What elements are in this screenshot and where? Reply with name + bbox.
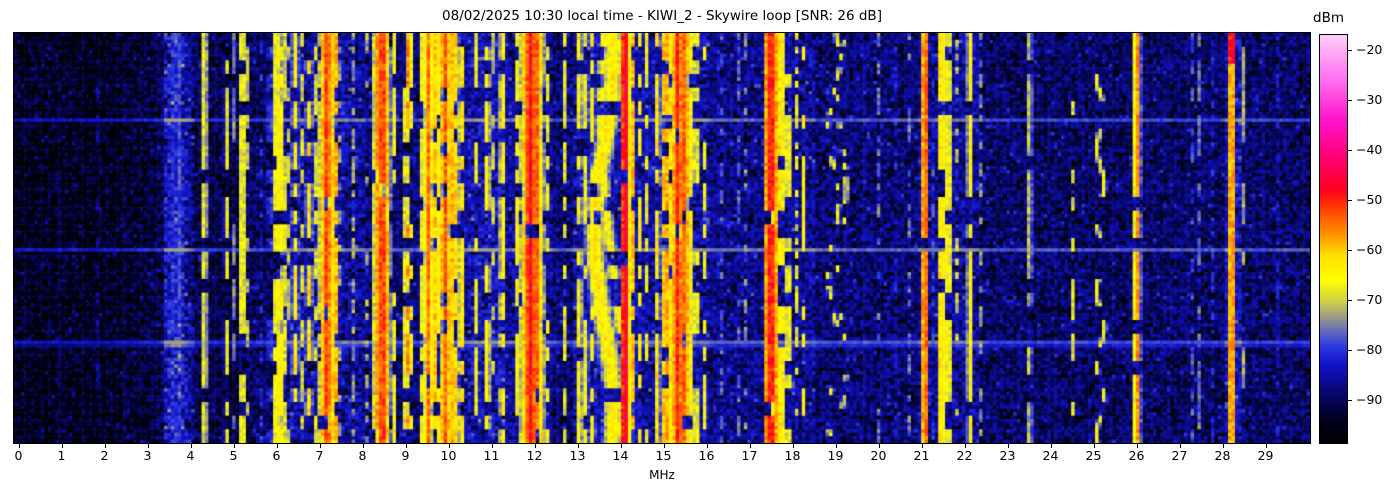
x-axis-tick-label: 15 — [655, 448, 672, 463]
x-axis-tick — [491, 444, 493, 448]
colorbar-tick — [1348, 400, 1352, 401]
x-axis-tick-label: 1 — [57, 448, 66, 463]
x-axis-tick-label: 24 — [1042, 448, 1059, 463]
colorbar-tick — [1348, 100, 1352, 101]
x-axis-tick — [921, 444, 923, 448]
x-axis-tick — [18, 444, 20, 448]
x-axis-tick-label: 29 — [1257, 448, 1274, 463]
x-axis-tick — [233, 444, 235, 448]
x-axis-tick-label: 6 — [272, 448, 281, 463]
x-axis-tick — [534, 444, 536, 448]
colorbar-tick — [1348, 350, 1352, 351]
x-axis-tick-label: 16 — [698, 448, 715, 463]
x-axis-tick — [964, 444, 966, 448]
x-axis-tick-label: 22 — [956, 448, 973, 463]
x-axis-tick-label: 5 — [229, 448, 238, 463]
x-axis-tick-label: 18 — [784, 448, 801, 463]
colorbar-tick — [1348, 50, 1352, 51]
x-axis-tick-label: 3 — [143, 448, 152, 463]
x-axis-tick-label: 17 — [741, 448, 758, 463]
x-axis-tick-label: 12 — [526, 448, 543, 463]
x-axis-tick-label: 21 — [913, 448, 930, 463]
x-axis-tick-label: 20 — [870, 448, 887, 463]
x-axis-tick-label: 19 — [827, 448, 844, 463]
x-axis-tick — [147, 444, 149, 448]
x-axis-tick-label: 10 — [440, 448, 457, 463]
colorbar-tick — [1348, 200, 1352, 201]
x-axis-tick — [1179, 444, 1181, 448]
colorbar-tick — [1348, 150, 1352, 151]
x-axis-tick — [190, 444, 192, 448]
x-axis-tick — [362, 444, 364, 448]
colorbar-tick-label: −20 — [1356, 42, 1383, 57]
x-axis-tick — [749, 444, 751, 448]
colorbar-tick-label: −60 — [1356, 242, 1383, 257]
colorbar-tick-label: −80 — [1356, 342, 1383, 357]
x-axis-tick-label: 23 — [999, 448, 1016, 463]
waterfall-plot — [13, 32, 1311, 444]
colorbar-canvas — [1320, 35, 1347, 443]
x-axis-tick-label: 2 — [100, 448, 109, 463]
x-axis-tick-label: 4 — [186, 448, 195, 463]
x-axis-tick — [706, 444, 708, 448]
colorbar — [1319, 34, 1348, 444]
x-axis-tick — [577, 444, 579, 448]
x-axis-tick — [405, 444, 407, 448]
colorbar-tick-label: −30 — [1356, 92, 1383, 107]
x-axis-tick — [1265, 444, 1267, 448]
waterfall-canvas — [14, 33, 1310, 443]
x-axis-tick — [878, 444, 880, 448]
x-axis-tick-label: 27 — [1171, 448, 1188, 463]
x-axis-tick-label: 11 — [483, 448, 500, 463]
colorbar-tick-label: −90 — [1356, 392, 1383, 407]
x-axis-tick — [1136, 444, 1138, 448]
x-axis-tick — [1222, 444, 1224, 448]
x-axis-tick-label: 9 — [401, 448, 410, 463]
x-axis-tick-label: 7 — [315, 448, 324, 463]
x-axis-tick-label: 28 — [1214, 448, 1231, 463]
x-axis-tick — [319, 444, 321, 448]
colorbar-tick — [1348, 250, 1352, 251]
x-axis-label: MHz — [649, 468, 675, 482]
colorbar-tick-label: −70 — [1356, 292, 1383, 307]
x-axis-tick-label: 14 — [612, 448, 629, 463]
colorbar-unit-label: dBm — [1313, 10, 1344, 26]
colorbar-tick-label: −40 — [1356, 142, 1383, 157]
x-axis-tick — [1093, 444, 1095, 448]
x-axis-tick-label: 13 — [569, 448, 586, 463]
x-axis-tick-label: 25 — [1085, 448, 1102, 463]
x-axis-tick — [448, 444, 450, 448]
x-axis-tick-label: 26 — [1128, 448, 1145, 463]
x-axis-tick — [276, 444, 278, 448]
x-axis-tick-label: 0 — [14, 448, 23, 463]
x-axis-tick — [620, 444, 622, 448]
x-axis-tick — [61, 444, 63, 448]
x-axis-tick — [1007, 444, 1009, 448]
x-axis-tick-label: 8 — [358, 448, 367, 463]
x-axis-tick — [104, 444, 106, 448]
x-axis-tick — [792, 444, 794, 448]
chart-title: 08/02/2025 10:30 local time - KIWI_2 - S… — [442, 8, 882, 24]
colorbar-tick-label: −50 — [1356, 192, 1383, 207]
x-axis-tick — [663, 444, 665, 448]
colorbar-tick — [1348, 300, 1352, 301]
x-axis-tick — [835, 444, 837, 448]
x-axis-tick — [1050, 444, 1052, 448]
